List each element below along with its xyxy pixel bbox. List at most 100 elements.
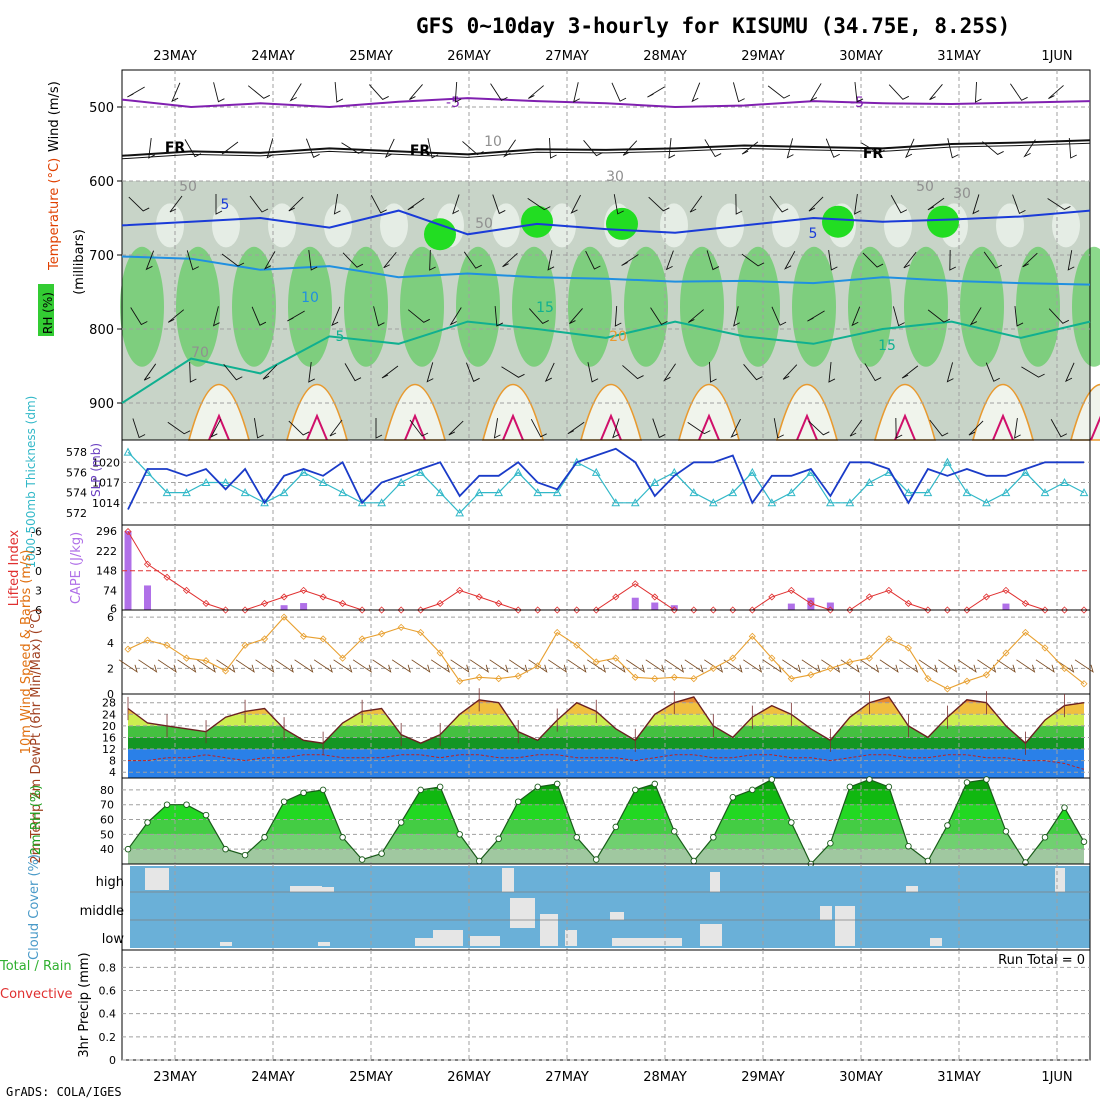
wind-barb bbox=[1047, 198, 1071, 210]
contour-label: FR bbox=[410, 143, 431, 159]
wind-barb bbox=[689, 195, 703, 213]
pressure-tick-label: 700 bbox=[89, 249, 114, 264]
lifted-index-point bbox=[904, 599, 912, 608]
slp-axis-label: SLP (mb) bbox=[89, 443, 103, 497]
cape-bar bbox=[280, 605, 288, 610]
cape-tick-label: 222 bbox=[96, 545, 117, 558]
bottom-date-label: 27MAY bbox=[545, 1070, 589, 1085]
wind-barb bbox=[706, 250, 720, 271]
bottom-date-label: 29MAY bbox=[741, 1070, 785, 1085]
contour-label: 50 bbox=[916, 179, 934, 195]
rh-point bbox=[358, 856, 366, 863]
rh-point bbox=[1080, 838, 1088, 846]
thickness-line bbox=[127, 451, 1085, 514]
lifted-index-point bbox=[319, 593, 327, 601]
contour-label: 10 bbox=[301, 290, 319, 306]
contour-label: 50 bbox=[475, 216, 493, 232]
wind-speed-point bbox=[456, 677, 464, 685]
rh-line bbox=[127, 778, 1085, 866]
slp-tick-label: 1017 bbox=[92, 477, 120, 490]
wind-barb bbox=[1012, 194, 1026, 215]
wind-barb-10m bbox=[450, 659, 470, 673]
surface-warm-contour bbox=[796, 413, 818, 441]
wind-barb bbox=[613, 194, 624, 215]
slp-tick-label: 1020 bbox=[92, 456, 120, 469]
wind-barb bbox=[1048, 85, 1064, 99]
wind-barb-10m bbox=[138, 659, 158, 673]
wind-barb-10m bbox=[606, 659, 626, 673]
wind-barb bbox=[807, 310, 825, 322]
cape-bar bbox=[124, 531, 132, 610]
wind-barb bbox=[341, 142, 365, 154]
thickness-point bbox=[650, 477, 660, 486]
wind-barb bbox=[901, 365, 919, 379]
rh-tick-label: 40 bbox=[100, 843, 114, 856]
wind-barb bbox=[528, 308, 549, 324]
wind-speed-point bbox=[202, 657, 210, 665]
thickness-point bbox=[689, 488, 699, 497]
cloud-block bbox=[290, 886, 322, 892]
temp-tick-label: 4 bbox=[109, 766, 116, 779]
wind-barb bbox=[427, 138, 439, 159]
lifted-index-point bbox=[631, 580, 639, 588]
wind-barb bbox=[334, 81, 344, 103]
wind-speed-point bbox=[1021, 628, 1030, 637]
wind-speed-point bbox=[417, 628, 425, 637]
lifted-index-point bbox=[768, 593, 776, 601]
rh-point bbox=[1041, 834, 1049, 841]
boundary-layer-cone bbox=[579, 383, 643, 441]
wind-barb-10m bbox=[977, 659, 997, 673]
wind-speed-point bbox=[885, 635, 893, 643]
wind-barb bbox=[903, 251, 917, 269]
rh-point bbox=[866, 776, 873, 783]
thickness-point bbox=[1021, 467, 1030, 476]
wind-barb bbox=[221, 141, 239, 155]
lifted-index-point bbox=[573, 606, 581, 614]
wind-barb-10m bbox=[196, 659, 216, 673]
cape-tick-label: 6 bbox=[110, 602, 117, 615]
wind-barb-10m bbox=[508, 659, 528, 673]
cloud-block bbox=[1055, 868, 1065, 892]
bottom-date-label: 31MAY bbox=[937, 1070, 981, 1085]
wind-barb bbox=[288, 420, 310, 436]
wind-barb-10m bbox=[528, 659, 548, 673]
wind-barb bbox=[786, 138, 794, 159]
wind-barb bbox=[927, 197, 945, 211]
wind-barb-10m bbox=[1016, 659, 1036, 673]
wind-barb bbox=[647, 86, 665, 98]
rh-dry-pocket bbox=[268, 203, 296, 248]
cape-tick-label: 74 bbox=[103, 584, 117, 597]
wind-barb bbox=[407, 197, 425, 211]
rh-point bbox=[222, 845, 229, 853]
rh-dry-pocket bbox=[884, 203, 912, 248]
cape-axis-label: CAPE (J/kg) bbox=[69, 532, 84, 604]
top-date-label: 24MAY bbox=[251, 49, 295, 64]
wind-barb bbox=[784, 251, 796, 270]
top-date-label: 1JUN bbox=[1041, 49, 1072, 64]
thickness-point bbox=[728, 488, 738, 497]
cape-bar bbox=[826, 602, 834, 610]
bottom-date-label: 23MAY bbox=[153, 1070, 197, 1085]
wind-barb bbox=[709, 361, 717, 383]
wind-barb bbox=[974, 81, 982, 103]
wind-barb bbox=[743, 364, 763, 381]
lifted-index-point bbox=[456, 586, 464, 594]
wind-speed-point bbox=[807, 671, 815, 679]
li-tick-label: 3 bbox=[35, 584, 42, 597]
thickness-point bbox=[182, 488, 191, 497]
rh-point bbox=[632, 786, 639, 794]
lifted-index-point bbox=[553, 606, 561, 614]
wind-barb-10m bbox=[840, 659, 860, 673]
cloud-block bbox=[415, 938, 433, 946]
temp-axis-label: 2m Temp 2m DewPt (6hr Min/Max) (°C) bbox=[29, 609, 44, 864]
wind-barb bbox=[972, 194, 980, 215]
wind-speed-point bbox=[1060, 664, 1069, 672]
rh-point bbox=[690, 857, 698, 865]
wind-tick-label: 4 bbox=[107, 637, 114, 650]
rh-shading-blob bbox=[680, 246, 724, 367]
rh-dry-pocket bbox=[716, 203, 744, 248]
wind-barb bbox=[167, 309, 185, 323]
wind-barb-10m bbox=[918, 659, 938, 673]
wind-barb bbox=[769, 195, 789, 213]
top-date-label: 29MAY bbox=[741, 49, 785, 64]
